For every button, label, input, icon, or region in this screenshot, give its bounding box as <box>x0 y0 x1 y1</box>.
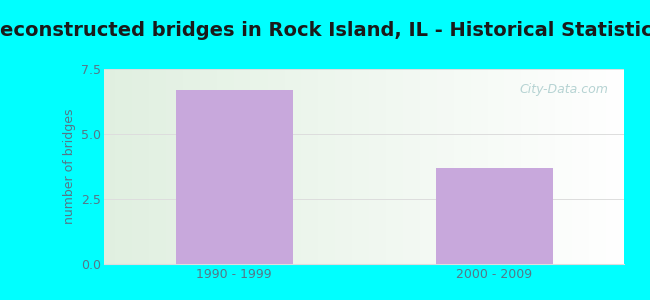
Y-axis label: number of bridges: number of bridges <box>62 109 75 224</box>
Bar <box>176 90 292 264</box>
Text: City-Data.com: City-Data.com <box>519 82 608 96</box>
Bar <box>436 168 552 264</box>
Text: Reconstructed bridges in Rock Island, IL - Historical Statistics: Reconstructed bridges in Rock Island, IL… <box>0 21 650 40</box>
